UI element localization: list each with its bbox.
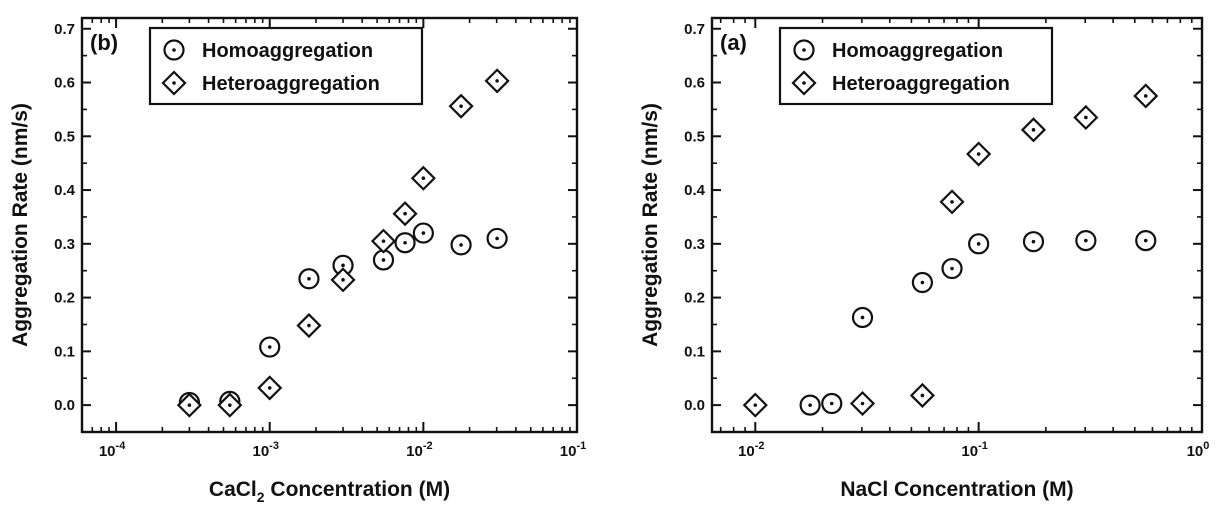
data-point-diamond-center	[1084, 115, 1088, 120]
y-axis-title: Aggregation Rate (nm/s)	[9, 103, 32, 347]
legend-label: Homoaggregation	[832, 40, 1003, 62]
data-point-circle-center	[1031, 239, 1036, 244]
y-tick-label: 0.3	[54, 236, 75, 253]
data-point-diamond-center	[860, 401, 865, 406]
data-point-circle-center	[459, 243, 463, 247]
legend-box	[148, 26, 424, 106]
data-point-diamond-center	[976, 152, 981, 156]
y-axis-title: Aggregation Rate (nm/s)	[639, 103, 662, 347]
x-tick-exponent: -2	[423, 440, 433, 452]
data-point-diamond-center	[1143, 94, 1148, 98]
x-axis-title-subscript: 2	[257, 489, 265, 505]
legend-label: Homoaggregation	[202, 40, 373, 62]
x-axis-title-rest: Concentration (M)	[265, 478, 450, 501]
x-tick-label: 10-1	[961, 440, 987, 460]
x-tick-base: 10	[738, 443, 755, 460]
x-tick-label: 100	[1187, 440, 1210, 460]
data-point-circle-center	[808, 403, 812, 407]
data-point-circle-center	[403, 240, 407, 245]
x-tick-exponent: -2	[755, 440, 765, 452]
y-tick-label: 0.6	[684, 75, 705, 92]
x-tick-base: 10	[961, 443, 978, 460]
data-point-diamond-center	[950, 200, 954, 204]
x-tick-exponent: -3	[269, 440, 279, 452]
data-point-diamond-center	[307, 323, 311, 328]
x-tick-base: 10	[560, 443, 577, 460]
y-tick-label: 0.5	[54, 128, 75, 145]
y-tick-label: 0.4	[54, 182, 76, 199]
panel-label: (b)	[90, 30, 118, 55]
x-axis-title: NaCl Concentration (M)	[840, 478, 1073, 501]
y-tick-label: 0.5	[684, 128, 705, 145]
legend-marker-diamond-center	[172, 81, 176, 85]
x-tick-exponent: 0	[1203, 440, 1209, 452]
legend-marker-circle-center	[802, 48, 806, 52]
legend-label: Heteroaggregation	[202, 73, 380, 95]
data-point-diamond-center	[753, 403, 758, 407]
data-point-diamond-center	[187, 403, 192, 407]
data-point-diamond-center	[920, 393, 925, 398]
data-point-circle-center	[976, 242, 981, 246]
y-tick-label: 0.6	[54, 75, 75, 92]
plot-frame	[80, 16, 579, 434]
data-point-diamond-center	[341, 278, 345, 282]
x-tick-exponent: -1	[576, 440, 586, 452]
y-tick-label: 0.7	[54, 21, 75, 38]
data-point-diamond-center	[421, 176, 426, 181]
data-point-circle-center	[920, 280, 925, 285]
x-axis-title-main: NaCl Concentration (M)	[840, 478, 1073, 501]
x-tick-base: 10	[406, 443, 423, 460]
data-point-diamond-center	[403, 211, 407, 216]
data-point-circle-center	[950, 266, 954, 271]
data-point-circle-center	[341, 263, 345, 268]
data-point-circle-center	[267, 345, 272, 349]
x-axis-title: CaCl2 Concentration (M)	[209, 478, 450, 505]
x-tick-label: 10-2	[406, 440, 432, 460]
y-tick-label: 0.3	[684, 236, 705, 253]
data-point-circle-center	[1143, 238, 1148, 243]
data-point-circle-center	[860, 315, 865, 320]
y-tick-label: 0.7	[684, 21, 705, 38]
chart-panel-b: 0.00.10.20.30.40.50.60.710-4 10-3 10-2 10-1…	[9, 16, 586, 505]
y-tick-label: 0.1	[54, 343, 75, 360]
legend-marker-diamond-center	[802, 81, 806, 85]
data-point-diamond-center	[495, 79, 499, 83]
x-tick-base: 10	[1187, 443, 1204, 460]
x-tick-base: 10	[252, 443, 269, 460]
data-point-diamond-center	[381, 239, 386, 243]
x-tick-label: 10-4	[99, 440, 126, 460]
x-tick-label: 10-1	[560, 440, 586, 460]
data-point-circle-center	[1084, 238, 1088, 243]
data-point-diamond-center	[228, 403, 232, 407]
data-point-circle-center	[421, 231, 426, 235]
y-tick-label: 0.4	[684, 182, 706, 199]
legend-label: Heteroaggregation	[832, 73, 1010, 95]
x-tick-label: 10-3	[252, 440, 278, 460]
legend-marker-circle-center	[172, 48, 176, 52]
y-tick-label: 0.0	[54, 397, 75, 414]
legend-box	[778, 26, 1054, 106]
panel-label: (a)	[720, 30, 747, 55]
x-tick-base: 10	[99, 443, 116, 460]
y-tick-label: 0.1	[684, 343, 705, 360]
data-point-circle-center	[381, 258, 386, 262]
y-tick-label: 0.2	[684, 290, 705, 307]
data-point-circle-center	[307, 276, 311, 281]
data-point-circle-center	[829, 401, 834, 406]
data-point-diamond-center	[267, 386, 272, 390]
y-tick-label: 0.2	[54, 290, 75, 307]
data-point-diamond-center	[1031, 128, 1036, 132]
data-point-diamond-center	[459, 104, 463, 108]
x-tick-exponent: -1	[978, 440, 988, 452]
y-tick-label: 0.0	[684, 397, 705, 414]
data-point-circle-center	[495, 236, 499, 241]
x-tick-exponent: -4	[116, 440, 127, 452]
x-tick-label: 10-2	[738, 440, 764, 460]
chart-panel-a: 0.00.10.20.30.40.50.60.710-2 10-1 100Aggre…	[639, 16, 1210, 501]
x-axis-title-main: CaCl	[209, 478, 257, 501]
